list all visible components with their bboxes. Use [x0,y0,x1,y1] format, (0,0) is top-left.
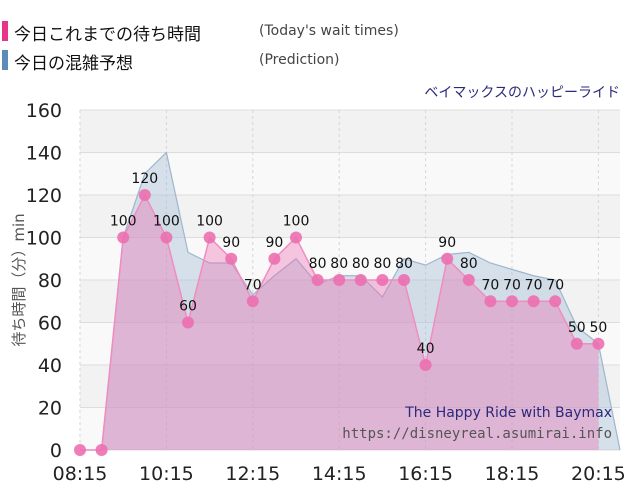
actual-point [246,295,259,308]
actual-point [398,274,410,286]
x-tick-label: 12:15 [225,463,280,485]
data-label: 100 [196,214,223,230]
attraction-name: ベイマックスのハッピーライド [424,85,620,101]
actual-point [160,231,173,244]
x-tick-label: 14:15 [312,463,367,485]
data-label: 80 [352,256,370,272]
legend-actual-sub: (Today's wait times) [259,23,399,39]
watermark-url: https://disneyreal.asumirai.info [342,426,612,442]
actual-point [419,359,432,371]
actual-point [527,295,540,308]
actual-point [354,274,367,286]
data-label: 50 [589,320,607,336]
y-axis-label: 待ち時間（分）min [10,213,28,346]
plot-band [80,322,620,365]
actual-point [74,444,86,456]
data-label: 70 [503,277,521,293]
data-label: 90 [438,235,456,251]
legend-actual-label: 今日これまでの待ち時間 [14,25,201,45]
data-label: 90 [265,235,283,251]
actual-point [311,274,324,286]
data-label: 80 [395,256,413,272]
legend-actual-swatch [2,21,8,41]
data-label: 70 [546,277,564,293]
y-tick-label: 100 [26,228,62,250]
data-label: 50 [568,320,586,336]
y-tick-label: 140 [26,143,62,165]
data-label: 100 [153,214,180,230]
watermark-title: The Happy Ride with Baymax [405,405,612,421]
data-label: 120 [131,171,158,187]
actual-area [80,195,599,450]
actual-point [182,316,194,329]
data-label: 100 [110,214,137,230]
data-label: 70 [481,277,499,293]
plot-band [80,407,620,450]
actual-point [333,274,346,286]
legend-predict-label: 今日の混雑予想 [14,54,133,74]
legend-predict-sub: (Prediction) [259,52,340,68]
actual-point [290,231,302,244]
actual-point [592,337,605,350]
data-label: 80 [330,256,348,272]
actual-point [441,252,454,265]
y-tick-label: 160 [26,100,62,122]
prediction-line [80,151,621,451]
actual-point [138,189,151,201]
actual-point [549,295,562,308]
prediction-area [80,152,620,450]
x-tick-label: 08:15 [53,463,108,485]
plot-band [80,195,620,238]
y-tick-label: 0 [50,440,62,462]
y-tick-label: 60 [38,313,62,335]
actual-point [203,231,216,244]
data-label: 40 [417,341,435,357]
data-label: 90 [222,235,240,251]
data-label: 70 [525,277,543,293]
actual-point [225,252,238,265]
plot-band [80,110,620,153]
x-tick-label: 10:15 [139,463,194,485]
plot-band [80,152,620,195]
x-tick-label: 20:15 [571,463,626,485]
data-label: 80 [460,256,478,272]
actual-point [117,231,130,244]
data-label: 100 [283,214,310,230]
actual-point [484,295,497,308]
data-label: 60 [179,299,197,315]
legend-predict-swatch [2,50,8,70]
y-tick-label: 20 [38,398,62,420]
data-label: 70 [244,277,262,293]
actual-point [570,337,583,350]
y-tick-label: 120 [26,185,62,207]
y-tick-label: 80 [38,270,62,292]
actual-point [376,274,389,286]
y-tick-label: 40 [38,355,62,377]
data-label: 80 [373,256,391,272]
actual-point [95,444,108,456]
data-label: 80 [309,256,327,272]
actual-point [506,295,518,308]
plot-band [80,365,620,408]
x-tick-label: 16:15 [398,463,453,485]
x-tick-label: 18:15 [485,463,540,485]
plot-band [80,237,620,280]
actual-point [268,252,281,265]
actual-point [462,274,475,286]
